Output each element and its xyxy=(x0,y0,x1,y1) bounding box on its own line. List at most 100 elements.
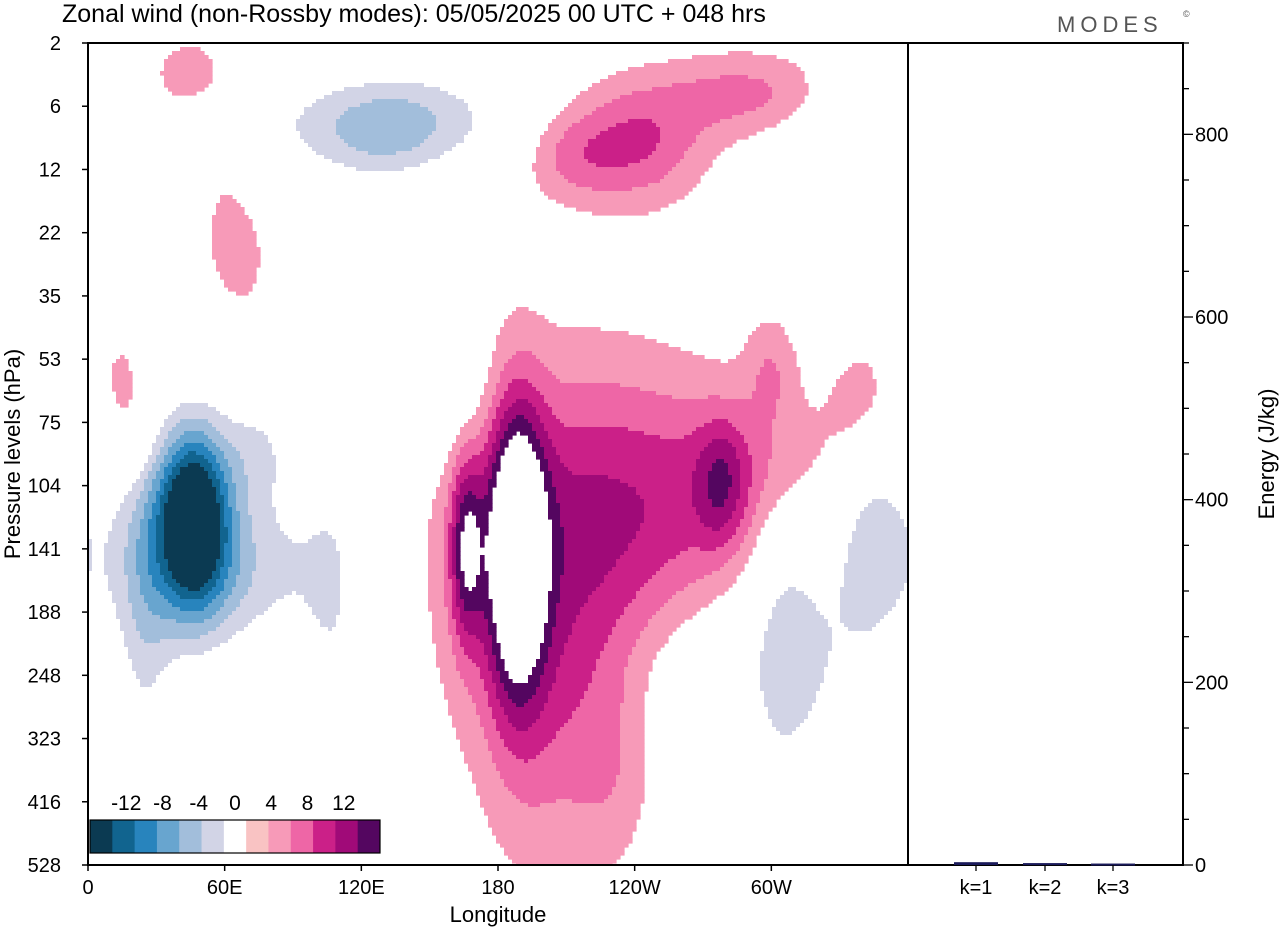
wind-cell xyxy=(864,67,893,72)
wind-cell xyxy=(868,63,889,68)
wind-cell xyxy=(432,639,453,644)
wind-cell xyxy=(168,387,221,392)
wind-cell xyxy=(824,403,873,408)
wind-cell xyxy=(608,75,721,80)
wind-cell xyxy=(824,615,841,620)
wind-cell xyxy=(692,503,713,508)
wind-cell xyxy=(860,515,901,520)
wind-cell xyxy=(136,627,217,632)
wind-cell xyxy=(536,387,641,392)
wind-cell xyxy=(92,539,109,544)
wind-cell xyxy=(816,547,849,552)
wind-cell xyxy=(216,211,245,216)
wind-cell xyxy=(428,563,445,568)
wind-cell xyxy=(228,535,233,540)
wind-cell xyxy=(536,659,549,664)
wind-cell xyxy=(732,695,765,700)
wind-cell xyxy=(224,507,233,512)
wind-cell xyxy=(588,87,653,92)
wind-cell xyxy=(456,583,461,588)
wind-cell xyxy=(432,627,449,632)
wind-cell xyxy=(712,467,729,472)
wind-cell xyxy=(140,635,201,640)
wind-cell xyxy=(548,431,645,436)
wind-cell xyxy=(148,435,157,440)
wind-cell xyxy=(536,151,557,156)
wind-cell xyxy=(632,599,669,604)
wind-cell xyxy=(456,503,461,508)
wind-cell xyxy=(108,663,133,668)
wind-cell xyxy=(496,667,505,672)
wind-cell xyxy=(504,319,549,324)
wind-cell xyxy=(148,603,173,608)
wind-cell xyxy=(840,591,901,596)
wind-cell xyxy=(620,767,645,772)
wind-cell xyxy=(832,635,908,640)
wind-cell xyxy=(536,179,569,184)
wind-cell xyxy=(536,355,705,360)
wind-cell xyxy=(532,671,545,676)
wind-cell xyxy=(704,575,737,580)
wind-cell xyxy=(444,695,473,700)
wind-cell xyxy=(296,591,341,596)
wind-cell xyxy=(216,579,225,584)
wind-cell xyxy=(488,655,497,660)
wind-cell xyxy=(784,591,805,596)
wind-cell xyxy=(544,363,765,368)
wind-cell xyxy=(504,395,545,400)
wind-cell xyxy=(272,487,349,492)
wind-cell xyxy=(88,503,121,508)
wind-cell xyxy=(480,395,493,400)
wind-cell xyxy=(464,423,485,428)
wind-cell xyxy=(572,631,613,636)
colorbar-swatch xyxy=(112,820,136,853)
wind-cell xyxy=(272,483,349,488)
wind-cell xyxy=(344,307,433,312)
wind-cell xyxy=(844,123,897,128)
wind-cell xyxy=(768,475,801,480)
wind-cell xyxy=(500,731,557,736)
wind-cell xyxy=(508,715,541,720)
wind-cell xyxy=(164,443,173,448)
wind-cell xyxy=(160,427,173,432)
wind-cell xyxy=(740,471,753,476)
wind-cell xyxy=(112,387,133,392)
wind-cell xyxy=(676,555,733,560)
wind-cell xyxy=(480,667,489,672)
wind-cell xyxy=(456,487,461,492)
wind-cell xyxy=(848,499,873,504)
wind-cell xyxy=(420,143,457,148)
wind-cell xyxy=(456,579,461,584)
wind-cell xyxy=(828,143,881,148)
wind-cell xyxy=(140,535,149,540)
wind-cell xyxy=(276,467,345,472)
wind-cell xyxy=(856,487,908,492)
wind-cell xyxy=(584,151,653,156)
wind-cell xyxy=(468,655,489,660)
energy-tick-label: 200 xyxy=(1195,672,1228,694)
wind-cell xyxy=(512,379,529,384)
wind-cell xyxy=(136,479,145,484)
wind-cell xyxy=(148,491,157,496)
wind-cell xyxy=(120,695,173,700)
wind-cell xyxy=(164,531,221,536)
wind-cell xyxy=(904,523,908,528)
wind-cell xyxy=(744,639,765,644)
wind-cell xyxy=(884,615,908,620)
wind-cell xyxy=(136,671,161,676)
wind-cell xyxy=(220,463,229,468)
wind-cell xyxy=(444,571,449,576)
modes-logo: MODES xyxy=(1057,12,1163,37)
wind-cell xyxy=(240,599,277,604)
wind-cell xyxy=(160,503,165,508)
wind-cell xyxy=(604,647,633,652)
wind-cell xyxy=(336,351,437,356)
wind-cell xyxy=(620,731,645,736)
wind-cell xyxy=(512,791,613,796)
wind-cell xyxy=(276,459,345,464)
wind-cell xyxy=(452,563,457,568)
wind-cell xyxy=(160,399,265,404)
wind-cell xyxy=(200,463,213,468)
wind-cell xyxy=(848,547,908,552)
wind-cell xyxy=(144,467,153,472)
